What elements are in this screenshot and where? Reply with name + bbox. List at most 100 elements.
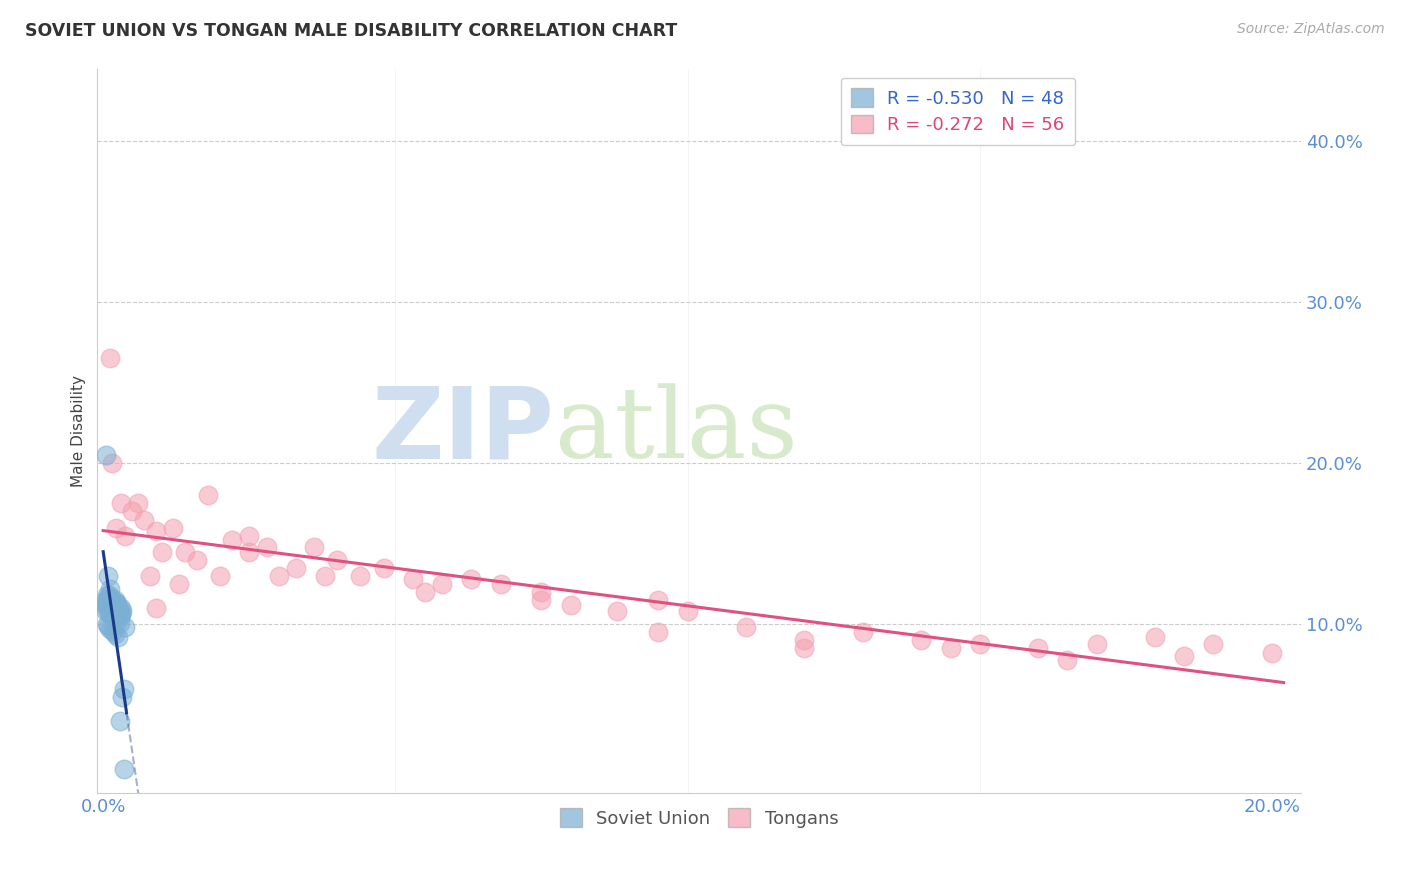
Point xyxy=(94,598,117,612)
Point xyxy=(101,601,124,615)
Point xyxy=(96,595,118,609)
Point xyxy=(121,504,143,518)
Point xyxy=(114,620,136,634)
Point xyxy=(1173,649,1195,664)
Point xyxy=(209,569,232,583)
Point xyxy=(127,496,149,510)
Legend: Soviet Union, Tongans: Soviet Union, Tongans xyxy=(553,801,845,835)
Point xyxy=(647,593,669,607)
Point xyxy=(221,533,243,548)
Point xyxy=(139,569,162,583)
Point xyxy=(560,598,582,612)
Point xyxy=(349,569,371,583)
Point xyxy=(238,528,260,542)
Text: ZIP: ZIP xyxy=(373,383,555,479)
Point xyxy=(174,545,197,559)
Point xyxy=(132,512,155,526)
Point xyxy=(606,604,628,618)
Point xyxy=(1085,636,1108,650)
Point xyxy=(105,614,128,628)
Point xyxy=(97,593,120,607)
Point xyxy=(430,577,453,591)
Point xyxy=(110,496,132,510)
Point xyxy=(413,585,436,599)
Point xyxy=(145,524,167,538)
Point xyxy=(969,636,991,650)
Point xyxy=(107,630,129,644)
Point xyxy=(94,604,117,618)
Point xyxy=(647,625,669,640)
Point xyxy=(852,625,875,640)
Point xyxy=(96,617,118,632)
Point xyxy=(402,572,425,586)
Point xyxy=(1144,630,1167,644)
Point xyxy=(167,577,190,591)
Text: Source: ZipAtlas.com: Source: ZipAtlas.com xyxy=(1237,22,1385,37)
Point xyxy=(111,604,134,618)
Point xyxy=(735,620,758,634)
Point xyxy=(98,606,121,620)
Point xyxy=(98,622,121,636)
Point xyxy=(1026,641,1049,656)
Point xyxy=(530,593,553,607)
Point xyxy=(114,528,136,542)
Point xyxy=(97,598,120,612)
Point xyxy=(98,591,121,606)
Point xyxy=(104,599,127,614)
Y-axis label: Male Disability: Male Disability xyxy=(72,375,86,487)
Point xyxy=(256,540,278,554)
Text: SOVIET UNION VS TONGAN MALE DISABILITY CORRELATION CHART: SOVIET UNION VS TONGAN MALE DISABILITY C… xyxy=(25,22,678,40)
Point xyxy=(112,762,135,776)
Point xyxy=(489,577,512,591)
Point xyxy=(107,603,129,617)
Point xyxy=(1261,646,1284,660)
Point xyxy=(285,561,308,575)
Point xyxy=(314,569,336,583)
Point xyxy=(460,572,482,586)
Point xyxy=(101,456,124,470)
Point xyxy=(96,601,118,615)
Point xyxy=(238,545,260,559)
Point xyxy=(96,588,118,602)
Point xyxy=(104,627,127,641)
Point xyxy=(186,553,208,567)
Point xyxy=(98,582,121,596)
Point xyxy=(105,520,128,534)
Point xyxy=(97,569,120,583)
Point xyxy=(103,596,125,610)
Point xyxy=(107,606,129,620)
Point xyxy=(105,596,128,610)
Point xyxy=(112,681,135,696)
Point xyxy=(100,609,122,624)
Point xyxy=(110,601,132,615)
Point xyxy=(105,596,128,610)
Point xyxy=(145,601,167,615)
Point xyxy=(197,488,219,502)
Point xyxy=(793,633,815,648)
Point xyxy=(94,593,117,607)
Point xyxy=(267,569,290,583)
Point xyxy=(94,448,117,462)
Point xyxy=(326,553,349,567)
Point xyxy=(101,609,124,624)
Point xyxy=(150,545,173,559)
Point xyxy=(793,641,815,656)
Point xyxy=(1056,653,1078,667)
Point xyxy=(101,593,124,607)
Point xyxy=(373,561,395,575)
Point xyxy=(530,585,553,599)
Point xyxy=(98,588,121,602)
Point xyxy=(110,606,132,620)
Point xyxy=(910,633,932,648)
Point xyxy=(302,540,325,554)
Point xyxy=(103,601,125,615)
Point xyxy=(108,714,131,728)
Point xyxy=(939,641,962,656)
Point xyxy=(101,624,124,638)
Point xyxy=(100,598,122,612)
Point xyxy=(107,599,129,614)
Point xyxy=(162,520,184,534)
Point xyxy=(105,604,128,618)
Point xyxy=(676,604,699,618)
Point xyxy=(104,612,127,626)
